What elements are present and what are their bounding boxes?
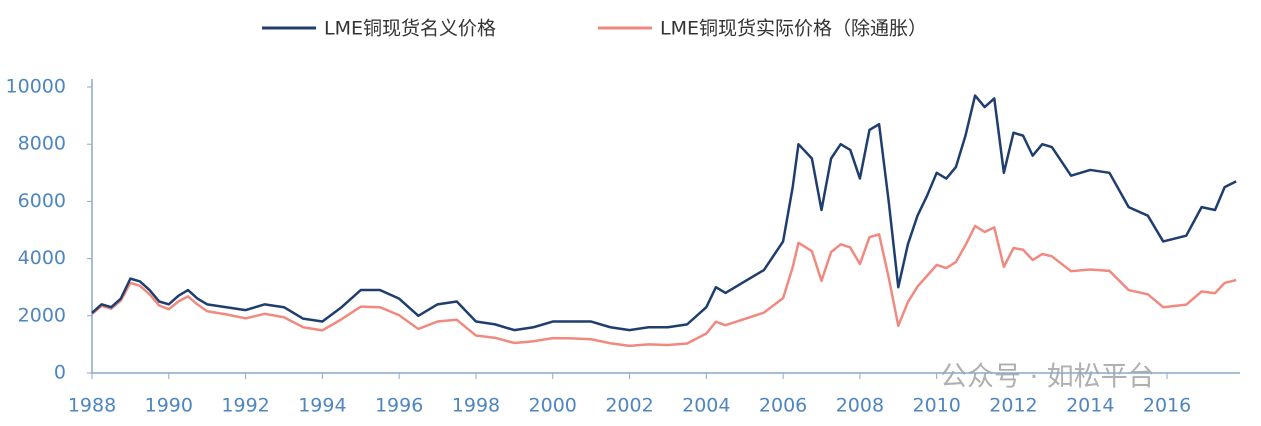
- x-tick-label: 2008: [836, 395, 884, 417]
- y-tick-label: 2000: [18, 304, 66, 326]
- x-tick-label: 1988: [68, 395, 116, 417]
- y-tick-label: 8000: [18, 133, 66, 155]
- legend-label: LME铜现货实际价格（除通胀）: [660, 18, 927, 40]
- x-tick-label: 2006: [759, 395, 807, 417]
- series-line: [91, 224, 1237, 348]
- x-tick-label: 2012: [989, 395, 1037, 417]
- series-line: [91, 94, 1237, 332]
- x-tick-label: 2014: [1066, 395, 1114, 417]
- watermark: 公众号 · 如松平台: [940, 362, 1155, 393]
- x-tick-label: 2016: [1143, 395, 1191, 417]
- x-tick-label: 2004: [682, 395, 730, 417]
- y-tick-label: 0: [54, 362, 66, 384]
- legend-label: LME铜现货名义价格: [324, 18, 496, 40]
- x-tick-label: 1990: [145, 395, 193, 417]
- x-tick-label: 1994: [298, 395, 346, 417]
- x-tick-label: 2002: [605, 395, 653, 417]
- x-tick-label: 1992: [221, 395, 269, 417]
- x-tick-label: 1996: [375, 395, 423, 417]
- y-tick-label: 10000: [6, 76, 66, 98]
- y-tick-label: 6000: [18, 190, 66, 212]
- y-tick-label: 4000: [18, 247, 66, 269]
- x-tick-label: 2000: [529, 395, 577, 417]
- x-tick-label: 2010: [913, 395, 961, 417]
- x-tick-label: 1998: [452, 395, 500, 417]
